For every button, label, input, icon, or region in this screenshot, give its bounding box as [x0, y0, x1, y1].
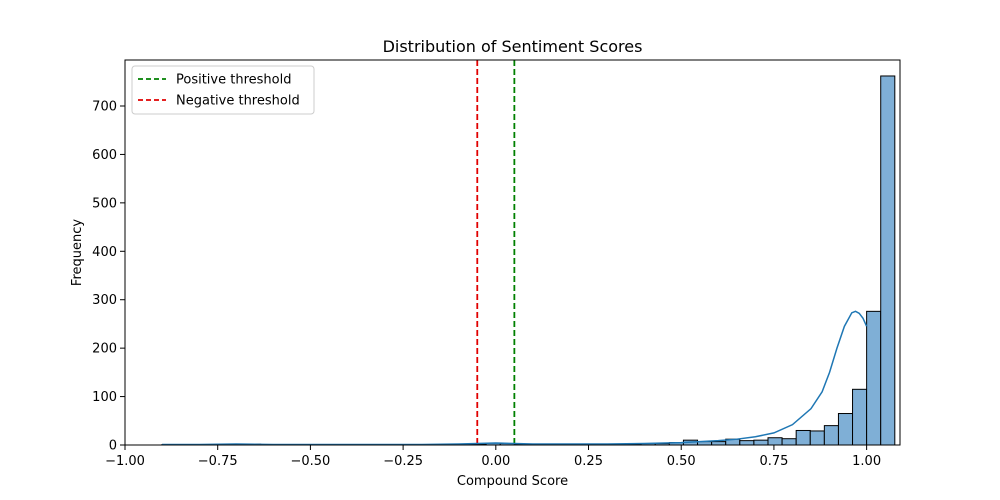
histogram-bar [809, 430, 825, 446]
legend-negative-label: Negative threshold [176, 94, 300, 109]
y-axis-ticks: 0 100 200 300 400 500 600 700 [92, 100, 125, 454]
legend-positive-label: Positive threshold [176, 73, 291, 88]
histogram-bar [753, 439, 769, 446]
x-tick-label: 1.00 [852, 454, 881, 469]
histogram-bar [880, 75, 896, 446]
y-tick-label: 600 [92, 148, 117, 163]
x-tick-label: 0.75 [759, 454, 788, 469]
plot-frame [124, 59, 901, 446]
y-tick-label: 100 [92, 390, 117, 405]
histogram-bar [852, 388, 868, 446]
x-axis-ticks: −1.00 −0.75 −0.50 −0.25 0.00 0.25 0.50 0.75 1.00 [105, 445, 881, 469]
histogram-bars [161, 75, 896, 446]
x-tick-label: −1.00 [105, 454, 145, 469]
y-tick-label: 0 [109, 439, 117, 454]
chart-title: Distribution of Sentiment Scores [383, 37, 643, 56]
y-tick-label: 300 [92, 293, 117, 308]
legend-box [131, 65, 315, 115]
histogram-bar [711, 441, 727, 446]
histogram-bar [795, 429, 811, 446]
y-tick-label: 400 [92, 245, 117, 260]
x-axis-label: Compound Score [457, 474, 568, 489]
histogram-bar [781, 438, 797, 446]
x-tick-label: −0.75 [198, 454, 238, 469]
x-tick-label: 0.50 [667, 454, 696, 469]
histogram-bar [823, 425, 839, 446]
y-tick-label: 700 [92, 100, 117, 115]
y-tick-label: 500 [92, 196, 117, 211]
x-tick-label: 0.00 [481, 454, 510, 469]
histogram-bar [837, 413, 854, 446]
x-tick-label: −0.25 [383, 454, 423, 469]
y-axis-label: Frequency [70, 219, 85, 286]
x-tick-label: −0.50 [290, 454, 330, 469]
histogram-bar [767, 437, 783, 446]
histogram-bar [866, 310, 882, 446]
threshold-lines [476, 60, 516, 445]
y-tick-label: 200 [92, 342, 117, 357]
legend: Positive threshold Negative threshold [131, 65, 315, 115]
histogram-bar [739, 440, 755, 446]
x-tick-label: 0.25 [574, 454, 603, 469]
